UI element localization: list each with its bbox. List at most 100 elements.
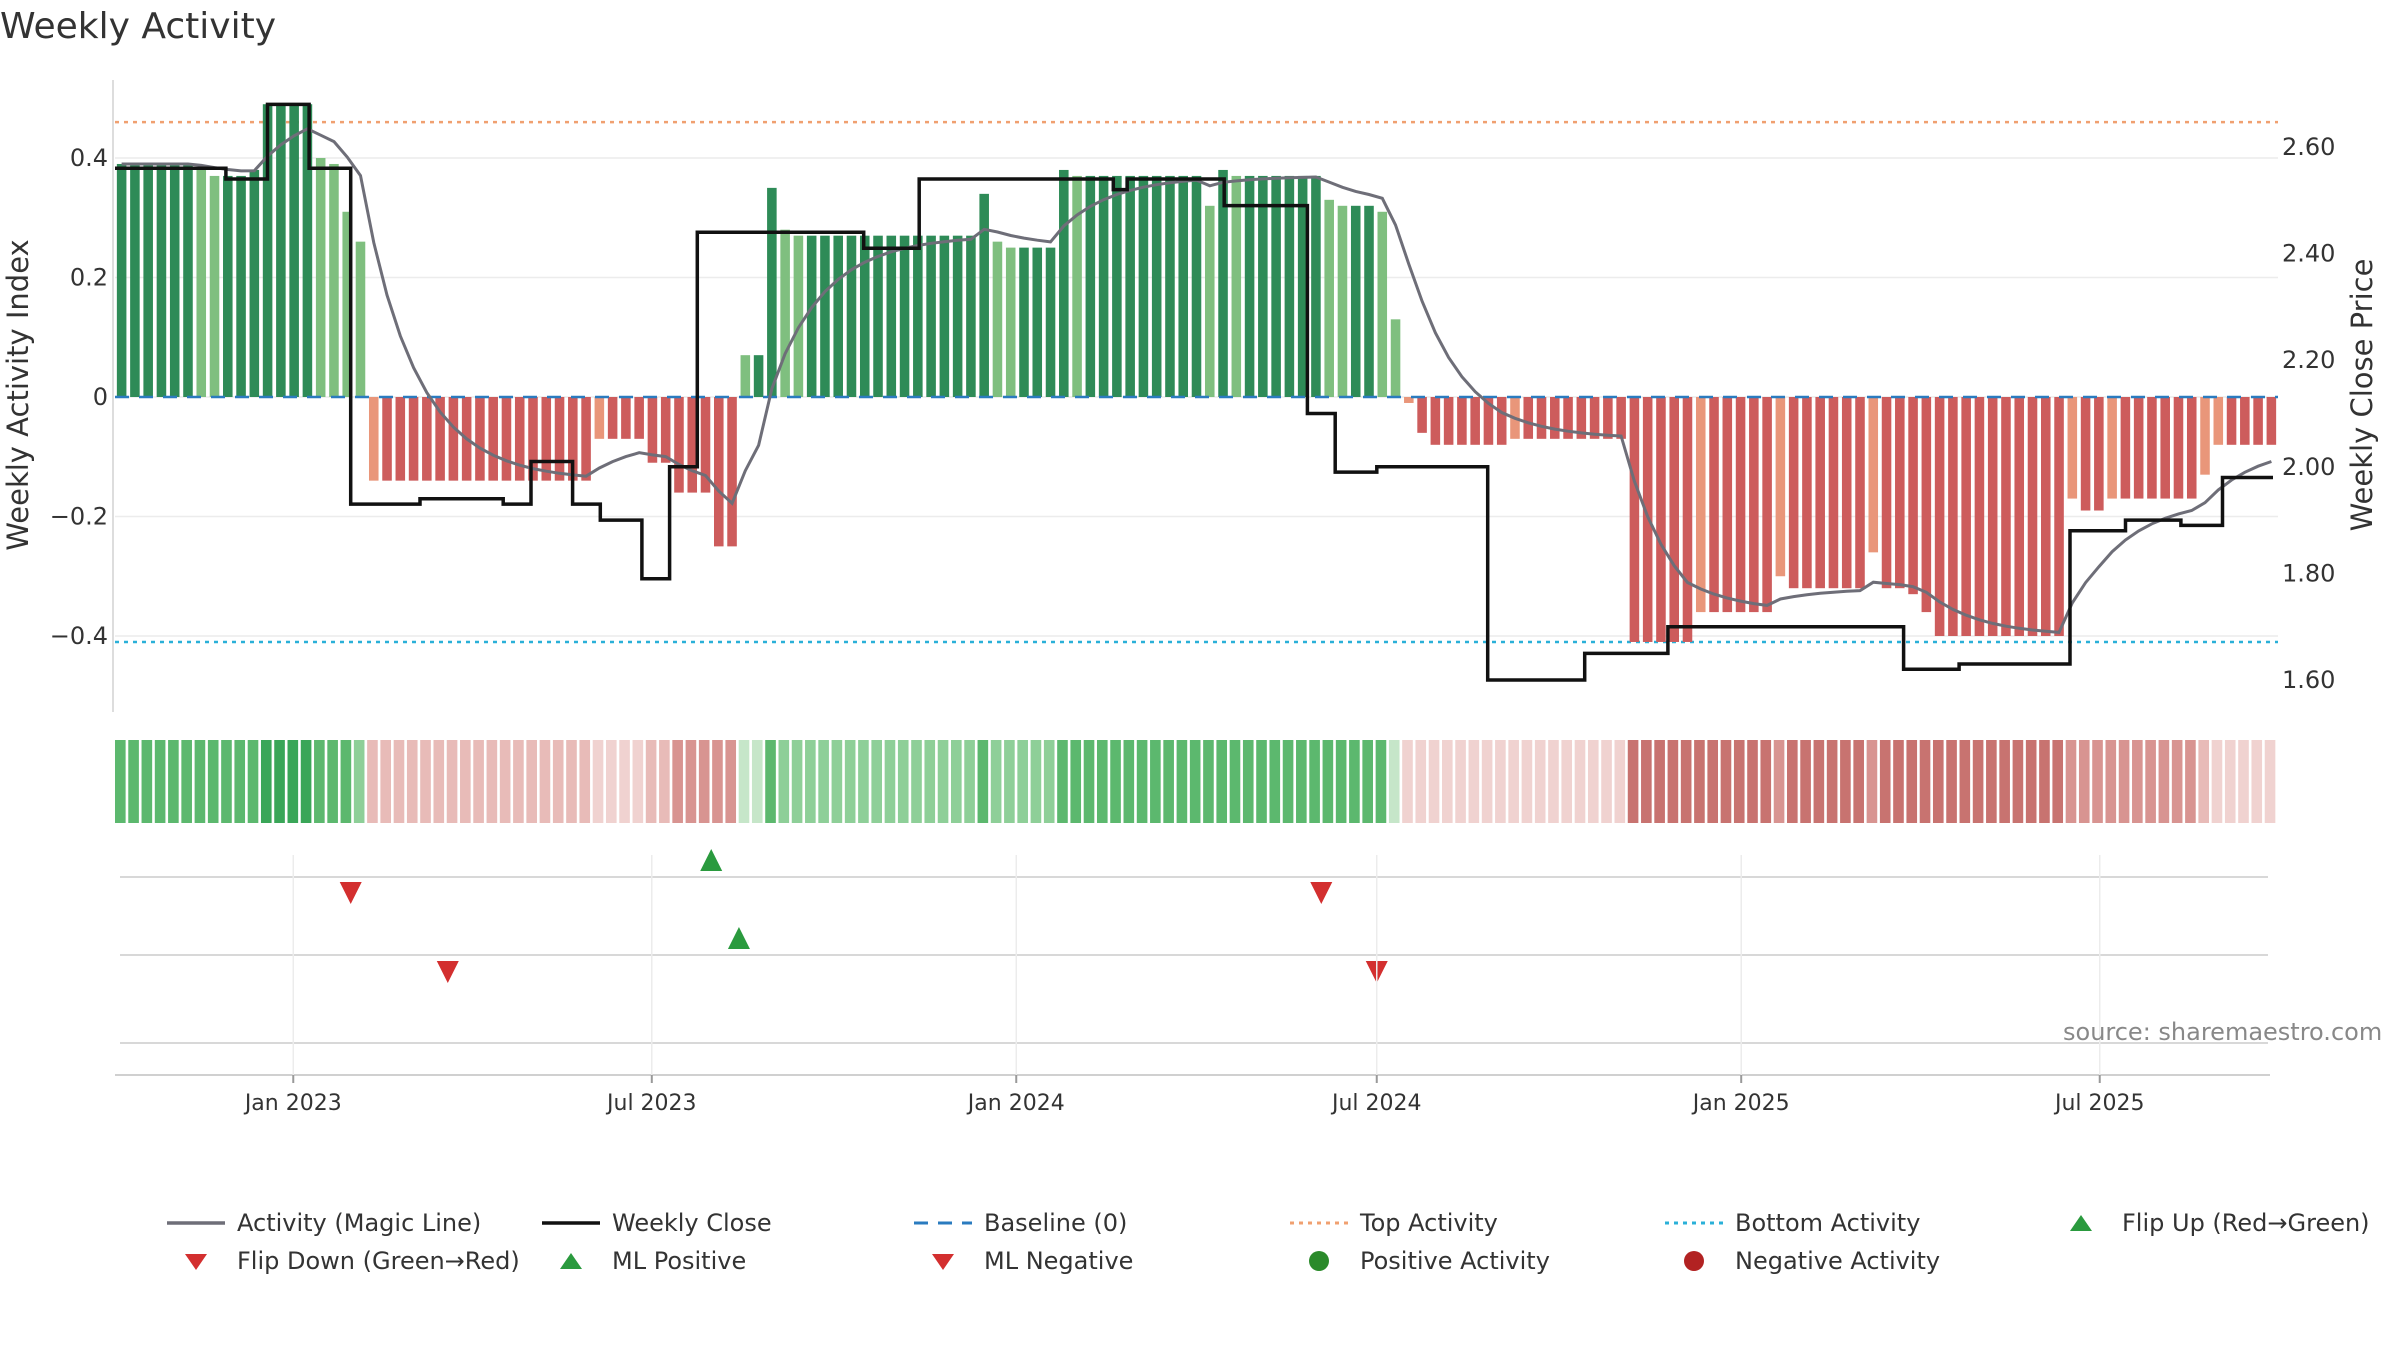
activity-bar [1921, 397, 1932, 613]
intensity-cell [1932, 740, 1944, 823]
activity-bar [1271, 175, 1281, 397]
activity-bar [2226, 397, 2237, 445]
activity-bar [408, 397, 419, 481]
activity-bar [952, 235, 963, 397]
activity-bar [1324, 199, 1334, 397]
activity-bar [966, 235, 976, 397]
activity-bar [488, 397, 498, 481]
activity-bar [1735, 397, 1746, 613]
activity-bar [660, 397, 671, 463]
y-tick-label: 0.4 [70, 144, 108, 172]
intensity-cell [990, 740, 1002, 823]
intensity-cell [1999, 740, 2010, 823]
legend-symbol-icon [1663, 1205, 1725, 1241]
activity-bar [1948, 397, 1958, 636]
activity-bar [2067, 397, 2078, 499]
intensity-cell [951, 740, 962, 823]
activity-bar [2040, 397, 2051, 636]
intensity-cell [1388, 740, 1400, 823]
activity-bar [1443, 397, 1454, 445]
legend-symbol-icon [2050, 1205, 2112, 1241]
intensity-cell [1946, 740, 1957, 823]
intensity-cell [1415, 740, 1427, 823]
activity-bar [514, 397, 525, 481]
activity-bar [1085, 175, 1096, 397]
intensity-cell [247, 740, 259, 823]
activity-bar [1019, 247, 1029, 397]
intensity-cell [1322, 740, 1334, 823]
y2-tick-label: 2.60 [2282, 133, 2335, 161]
intensity-cell [1654, 740, 1665, 823]
activity-bar [2014, 397, 2025, 636]
activity-bar [714, 397, 724, 547]
activity-bar [1536, 397, 1547, 439]
intensity-cell [1641, 740, 1652, 823]
intensity-cell [712, 740, 723, 823]
intensity-cell [1163, 740, 1174, 823]
intensity-cell [207, 740, 219, 823]
activity-bar [1775, 397, 1786, 577]
intensity-cell [911, 740, 922, 823]
activity-bar [156, 163, 167, 397]
intensity-cell [1840, 740, 1851, 823]
intensity-cell [1176, 740, 1188, 823]
y-axis-title: Weekly Activity Index [1, 239, 35, 550]
activity-bar [2054, 397, 2064, 636]
activity-bar [1364, 205, 1374, 397]
activity-bar [2080, 397, 2091, 511]
activity-bar [568, 397, 578, 481]
intensity-cell [1136, 740, 1148, 823]
intensity-cell [1282, 740, 1294, 823]
intensity-cell [1574, 740, 1586, 823]
activity-bar [1974, 397, 1985, 636]
activity-bar [435, 397, 445, 481]
activity-bar [143, 163, 153, 397]
intensity-cell [751, 740, 763, 823]
legend-item: Negative Activity [1663, 1243, 1940, 1279]
intensity-cell [367, 740, 378, 823]
intensity-cell [2198, 740, 2209, 823]
activity-bar [2186, 397, 2197, 499]
activity-bar [1709, 397, 1719, 613]
activity-bar [1112, 175, 1122, 397]
intensity-cell [964, 740, 975, 823]
activity-bar [2133, 397, 2144, 499]
y2-tick-label: 2.20 [2282, 346, 2335, 374]
activity-bar [1151, 175, 1162, 397]
activity-bar [2240, 397, 2250, 445]
intensity-cell [632, 740, 644, 823]
activity-bar [1191, 175, 1202, 397]
activity-bar [806, 235, 817, 397]
activity-bar [183, 163, 193, 397]
activity-bar [2200, 397, 2210, 475]
intensity-cell [1017, 740, 1028, 823]
intensity-cell [1667, 740, 1679, 823]
intensity-cell [181, 740, 192, 823]
intensity-cell [2238, 740, 2249, 823]
legend-label: ML Positive [612, 1247, 747, 1275]
intensity-cell [2118, 740, 2130, 823]
intensity-cell [1548, 740, 1559, 823]
activity-bar [1125, 175, 1135, 397]
activity-bar [2173, 397, 2184, 499]
activity-bar [1908, 397, 1918, 595]
activity-bar [1072, 175, 1082, 397]
intensity-cell [260, 740, 272, 823]
intensity-cell [194, 740, 206, 823]
activity-bar [607, 397, 618, 439]
y-tick-label: −0.4 [50, 622, 108, 650]
y2-tick-label: 2.40 [2282, 240, 2335, 268]
activity-bar [130, 163, 140, 397]
y2-tick-label: 1.60 [2282, 666, 2335, 694]
activity-bar [2213, 397, 2224, 445]
activity-bar [1404, 397, 1414, 403]
activity-bar [2027, 397, 2038, 636]
activity-bar [793, 235, 804, 397]
intensity-cell [1561, 740, 1573, 823]
source-note: source: sharemaestro.com [2063, 1018, 2383, 1046]
activity-bar [1483, 397, 1494, 445]
intensity-cell [154, 740, 166, 823]
intensity-cell [353, 740, 365, 823]
intensity-cell [765, 740, 776, 823]
